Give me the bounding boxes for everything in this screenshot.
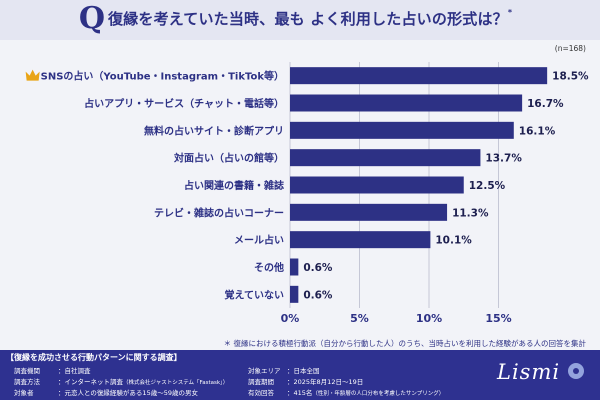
- page-title: 復縁を考えていた当時、最も よく利用した占いの形式は？*: [108, 8, 512, 29]
- value-label: 0.6%: [303, 262, 333, 274]
- bar: [290, 67, 548, 85]
- info-label: 対象エリア: [248, 367, 281, 375]
- info-value: ：2025年8月12日～19日: [287, 378, 364, 386]
- bar: [290, 121, 514, 139]
- title-asterisk: *: [507, 8, 513, 17]
- question-header: Q 復縁を考えていた当時、最も よく利用した占いの形式は？*: [0, 0, 600, 40]
- category-label: 対面占い（占いの館等）: [173, 152, 284, 165]
- sample-size: (n=168): [554, 44, 586, 53]
- x-tick-label: 5%: [350, 312, 369, 325]
- x-tick-label: 15%: [485, 312, 511, 325]
- bar: [290, 94, 523, 112]
- category-label: SNSの占い（YouTube・Instagram・TikTok等）: [41, 70, 284, 83]
- info-value: ：日本全国: [287, 367, 320, 375]
- value-label: 16.7%: [527, 98, 564, 110]
- bar: [290, 203, 448, 221]
- title-text: 復縁を考えていた当時、最も よく利用した占いの形式は？: [108, 10, 508, 28]
- value-label: 12.5%: [469, 180, 506, 192]
- crown-icon: [25, 69, 40, 81]
- value-label: 16.1%: [519, 125, 556, 137]
- q-icon: Q: [78, 1, 106, 36]
- bar: [290, 258, 299, 276]
- value-label: 11.3%: [452, 207, 489, 219]
- survey-info-footer: 【復縁を成功させる行動パターンに関する調査】 調査機関 ：自社調査 調査方法 ：…: [0, 350, 600, 400]
- category-label: メール占い: [234, 234, 284, 247]
- value-label: 18.5%: [552, 71, 589, 83]
- info-label: 調査機関: [14, 367, 40, 375]
- value-label: 13.7%: [485, 153, 522, 165]
- info-value: ：元恋人との復縁経験がある15歳～59歳の男女: [58, 389, 198, 397]
- value-label: 10.1%: [435, 235, 472, 247]
- category-label: 覚えていない: [225, 288, 285, 301]
- info-label: 有効回答: [248, 389, 274, 397]
- info-value: ：自社調査: [58, 367, 91, 375]
- category-label: テレビ・雑誌の占いコーナー: [154, 206, 284, 219]
- bar: [290, 149, 481, 167]
- survey-title: 【復縁を成功させる行動パターンに関する調査】: [6, 353, 182, 362]
- category-label: その他: [254, 261, 284, 274]
- info-label: 対象者: [14, 389, 34, 397]
- info-value: ：インターネット調査（株式会社ジャストシステム「Fastask」）: [58, 378, 229, 386]
- footnote: ＊ 復縁における積極行動派（自分から行動した人）のうち、当時占いを利用した経験が…: [223, 339, 586, 348]
- info-label: 調査期間: [248, 378, 274, 386]
- category-label: 占いアプリ・サービス（チャット・電話等）: [84, 97, 284, 110]
- category-label: 無料の占いサイト・診断アプリ: [144, 124, 284, 137]
- x-tick-label: 0%: [281, 312, 300, 325]
- bar: [290, 231, 431, 249]
- info-value: ：415名（性別・年齢層の人口分布を考慮したサンプリング）: [287, 389, 445, 397]
- logo-dot-icon: [573, 368, 579, 374]
- bar: [290, 176, 464, 194]
- info-label: 調査方法: [14, 378, 40, 386]
- value-label: 0.6%: [303, 289, 333, 301]
- lismi-logo: Lismi: [497, 360, 561, 384]
- bar: [290, 285, 299, 303]
- x-tick-label: 10%: [416, 312, 442, 325]
- category-label: 占い関連の書籍・雑誌: [184, 179, 284, 192]
